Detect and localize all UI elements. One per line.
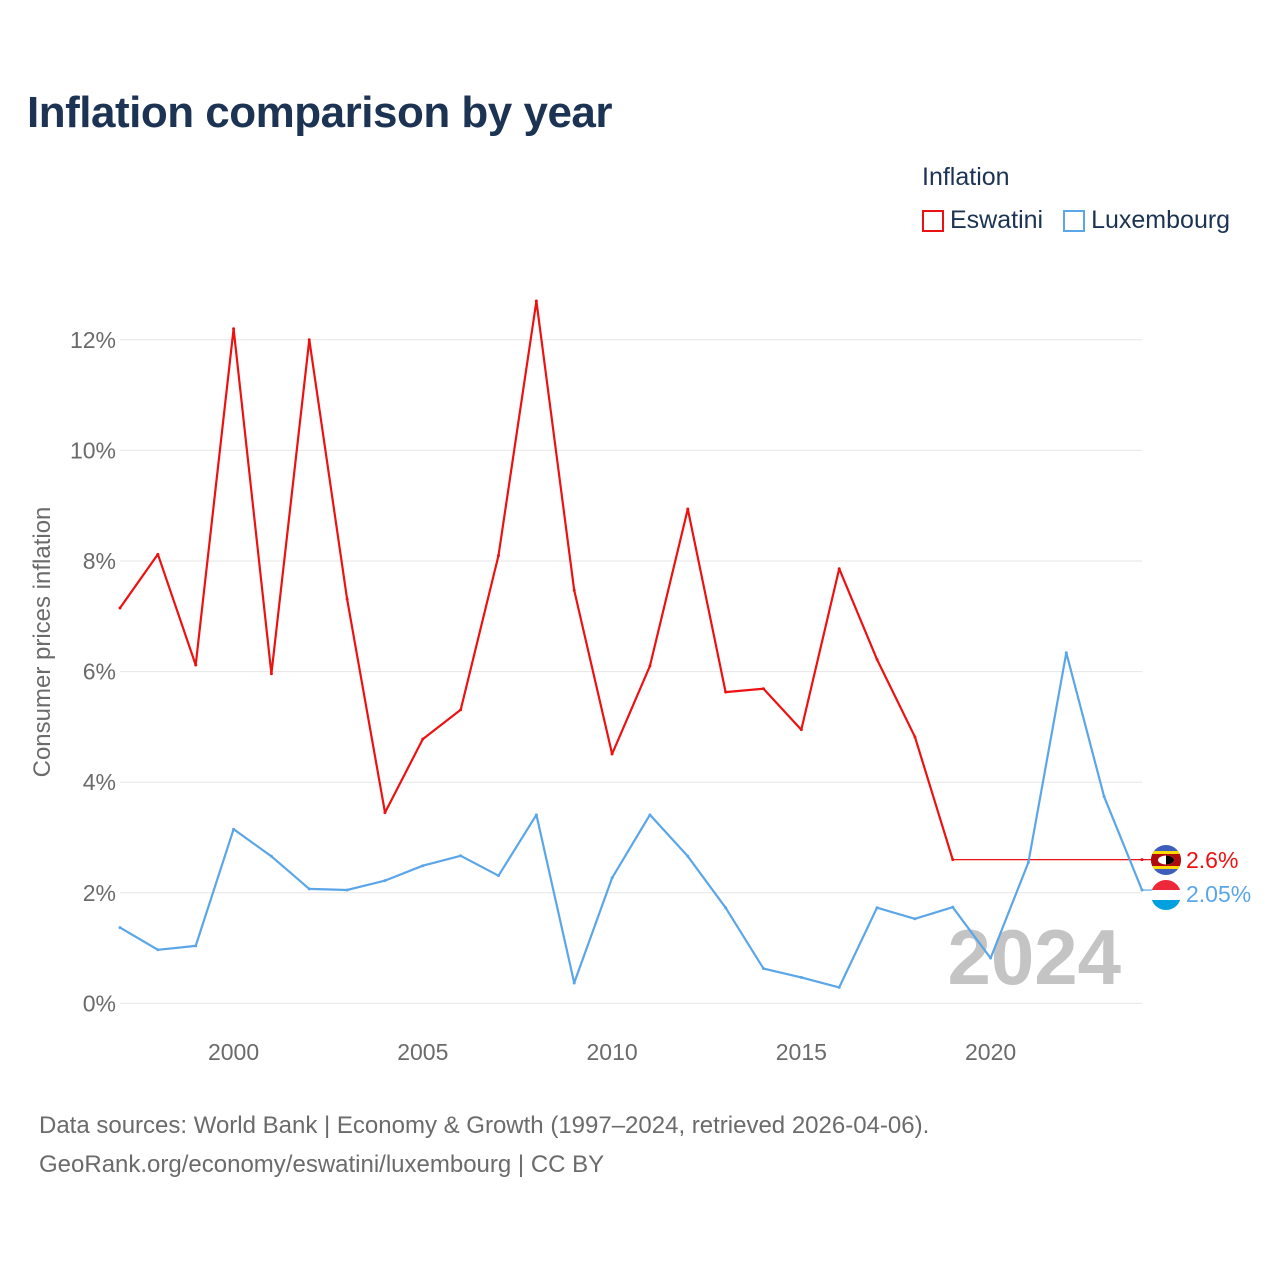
data-point-eswatini[interactable] (497, 553, 501, 557)
legend-entry-eswatini[interactable]: Eswatini (922, 206, 1043, 235)
data-point-eswatini[interactable] (307, 338, 311, 342)
data-point-eswatini[interactable] (837, 567, 841, 571)
data-point-eswatini[interactable] (875, 657, 879, 661)
data-point-luxembourg[interactable] (1026, 860, 1030, 864)
data-point-luxembourg[interactable] (648, 813, 652, 817)
data-point-luxembourg[interactable] (307, 887, 311, 891)
data-point-eswatini[interactable] (345, 597, 349, 601)
data-point-eswatini[interactable] (686, 507, 690, 511)
data-point-luxembourg[interactable] (686, 854, 690, 858)
data-sources-text: Data sources: World Bank | Economy & Gro… (39, 1112, 930, 1139)
data-point-luxembourg[interactable] (1102, 795, 1106, 799)
chart-title: Inflation comparison by year (27, 88, 613, 137)
data-point-luxembourg[interactable] (534, 813, 538, 817)
x-tick-label: 2010 (586, 1039, 637, 1065)
data-point-eswatini[interactable] (761, 687, 765, 691)
data-point-eswatini[interactable] (383, 811, 387, 815)
data-point-luxembourg[interactable] (383, 879, 387, 883)
x-tick-label: 2020 (965, 1039, 1016, 1065)
data-point-eswatini[interactable] (156, 552, 160, 556)
series-line-luxembourg[interactable] (119, 651, 1144, 989)
x-tick-label: 2000 (208, 1039, 259, 1065)
legend-swatch-eswatini (922, 209, 944, 232)
year-watermark: 2024 (947, 913, 1121, 1001)
end-label-luxembourg: 2.05% (1186, 881, 1251, 907)
y-tick-label: 6% (83, 659, 116, 685)
data-point-luxembourg[interactable] (156, 948, 160, 952)
data-point-eswatini[interactable] (269, 672, 273, 676)
data-point-eswatini[interactable] (913, 735, 917, 739)
data-point-eswatini[interactable] (232, 327, 236, 331)
data-point-luxembourg[interactable] (459, 854, 463, 858)
data-point-luxembourg[interactable] (610, 876, 614, 880)
data-point-eswatini[interactable] (118, 606, 122, 610)
data-point-eswatini[interactable] (724, 690, 728, 694)
x-tick-label: 2015 (776, 1039, 827, 1065)
data-point-eswatini[interactable] (648, 664, 652, 668)
data-point-luxembourg[interactable] (724, 906, 728, 910)
data-point-luxembourg[interactable] (989, 956, 993, 960)
data-point-luxembourg[interactable] (118, 926, 122, 930)
legend: Inflation Eswatini Luxembourg (922, 163, 1250, 235)
legend-label-eswatini: Eswatini (950, 206, 1044, 234)
data-point-eswatini[interactable] (951, 858, 955, 862)
data-point-luxembourg[interactable] (951, 905, 955, 909)
x-tick-label: 2005 (397, 1039, 448, 1065)
y-tick-label: 2% (83, 880, 116, 906)
data-point-luxembourg[interactable] (1140, 888, 1144, 892)
data-point-luxembourg[interactable] (799, 975, 803, 979)
data-point-luxembourg[interactable] (269, 854, 273, 858)
data-point-eswatini[interactable] (1140, 858, 1144, 862)
y-axis-label: Consumer prices inflation (29, 507, 56, 778)
data-point-eswatini[interactable] (610, 752, 614, 756)
y-tick-label: 12% (70, 327, 116, 353)
source-link[interactable]: GeoRank.org/economy/eswatini/luxembourg … (39, 1151, 605, 1178)
data-point-eswatini[interactable] (799, 728, 803, 732)
legend-title: Inflation (922, 163, 1010, 191)
y-tick-label: 0% (83, 990, 116, 1016)
series-line-eswatini[interactable] (119, 300, 954, 860)
data-point-eswatini[interactable] (459, 708, 463, 712)
data-point-luxembourg[interactable] (497, 874, 501, 878)
data-point-luxembourg[interactable] (194, 944, 198, 948)
data-point-luxembourg[interactable] (875, 906, 879, 910)
end-label-eswatini: 2.6% (1186, 847, 1238, 873)
data-point-eswatini[interactable] (194, 663, 198, 667)
data-point-eswatini[interactable] (421, 737, 425, 741)
y-tick-label: 4% (83, 769, 116, 795)
legend-label-luxembourg: Luxembourg (1091, 206, 1231, 234)
legend-swatch-luxembourg (1063, 209, 1086, 232)
footer: Data sources: World Bank | Economy & Gro… (39, 1106, 929, 1184)
data-point-luxembourg[interactable] (345, 888, 349, 892)
data-point-luxembourg[interactable] (572, 981, 576, 985)
y-tick-label: 10% (70, 437, 116, 463)
data-point-eswatini[interactable] (534, 299, 538, 303)
y-tick-label: 8% (83, 548, 116, 574)
luxembourg-flag-icon (1151, 880, 1181, 910)
data-point-luxembourg[interactable] (761, 967, 765, 971)
data-point-luxembourg[interactable] (1064, 651, 1068, 655)
eswatini-flag-icon (1151, 845, 1181, 875)
data-point-luxembourg[interactable] (913, 917, 917, 921)
legend-entry-luxembourg[interactable]: Luxembourg (1063, 206, 1230, 235)
data-point-luxembourg[interactable] (232, 827, 236, 831)
data-point-luxembourg[interactable] (421, 864, 425, 868)
data-point-luxembourg[interactable] (837, 985, 841, 989)
data-point-eswatini[interactable] (572, 588, 576, 592)
